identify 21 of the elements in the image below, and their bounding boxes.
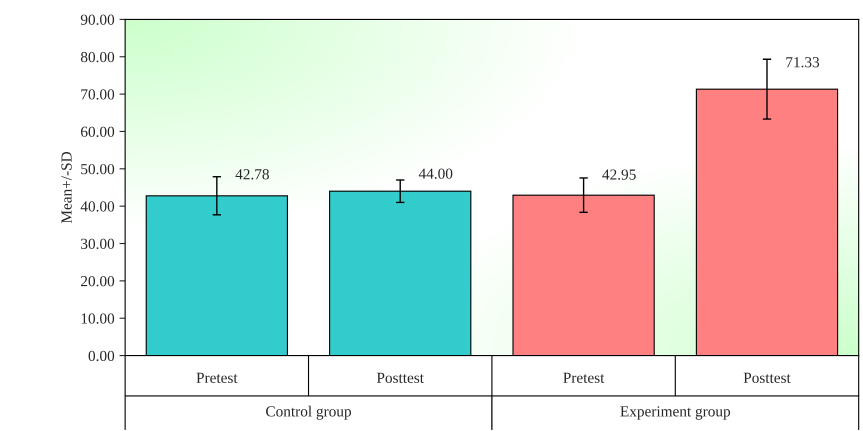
y-tick-label: 40.00 (80, 201, 114, 212)
x-tick-label: Pretest (563, 372, 604, 383)
y-tick-label: 90.00 (80, 14, 114, 25)
data-label: 44.00 (418, 168, 452, 179)
y-tick-label: 20.00 (81, 276, 114, 286)
data-label: 42.78 (235, 169, 269, 180)
data-label: 71.33 (786, 57, 820, 68)
y-tick-label: 0.00 (88, 350, 114, 362)
text: Experiment group (620, 406, 730, 420)
x-tick-label: Pretest (196, 372, 238, 383)
x-tick-label: Posttest (376, 372, 424, 383)
y-tick-label: 60.00 (81, 126, 114, 137)
y-tick-label: 30.00 (81, 238, 114, 250)
data-label: 42.95 (602, 169, 636, 180)
y-tick-label: 50.00 (81, 164, 114, 174)
y-tick-label: 70.00 (81, 89, 114, 100)
text: Control group (266, 406, 351, 420)
y-tick-label: 80.00 (80, 52, 114, 62)
x-tick-label: Posttest (744, 372, 791, 383)
y-axis-title: Mean+/-SD (61, 152, 72, 224)
y-tick-label: 10.00 (82, 313, 114, 324)
